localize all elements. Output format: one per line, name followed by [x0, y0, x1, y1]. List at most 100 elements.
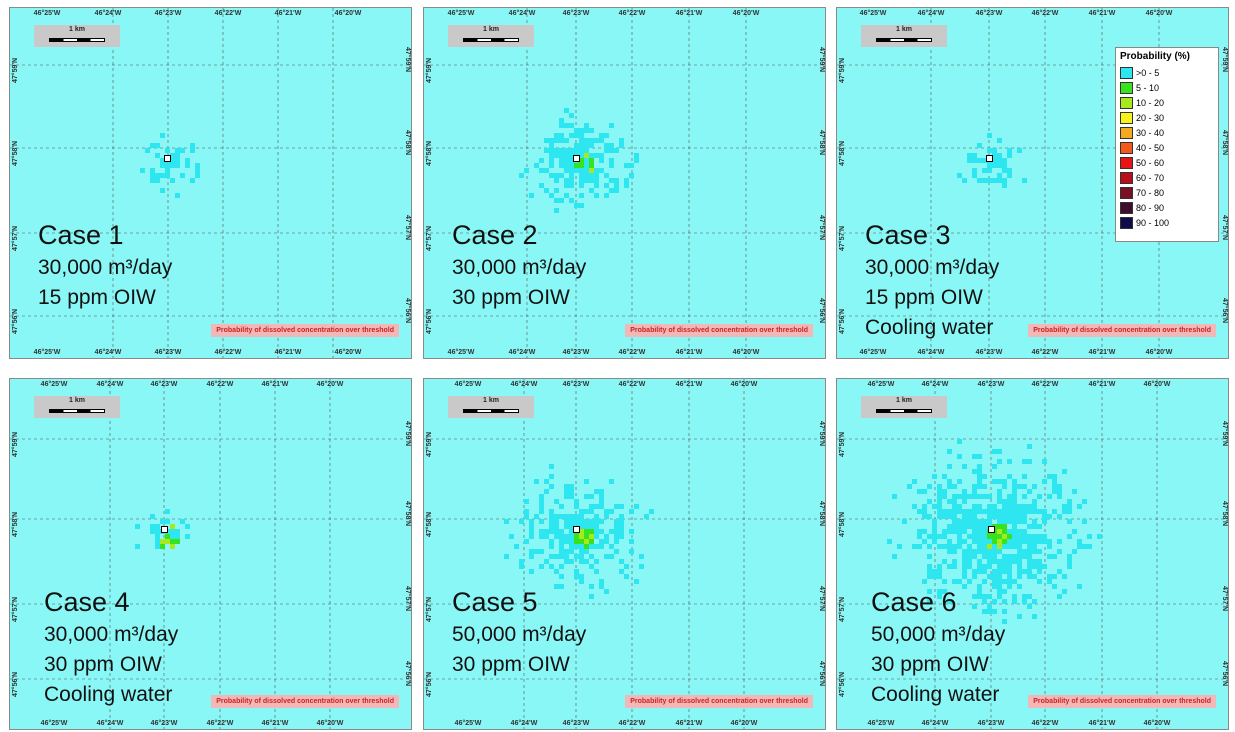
- plume-cell: [982, 178, 987, 183]
- plume-cell: [972, 454, 977, 459]
- map-panel-case-1: 46°25'W 46°25'W 46°24'W 46°24'W 46°23'W 46°23…: [9, 7, 412, 359]
- plume-cell: [977, 559, 982, 564]
- plume-cell: [1037, 539, 1042, 544]
- plume-cell: [609, 123, 614, 128]
- legend-label: 60 - 70: [1136, 172, 1165, 183]
- plume-cell: [594, 504, 599, 509]
- plume-cell: [569, 559, 574, 564]
- plume-cell: [972, 554, 977, 559]
- longitude-label: 46°20'W: [316, 720, 344, 727]
- plume-cell: [609, 148, 614, 153]
- plume-cell: [952, 559, 957, 564]
- plume-cell: [564, 193, 569, 198]
- plume-cell: [1032, 519, 1037, 524]
- plume-cell: [539, 183, 544, 188]
- plume-cell: [977, 589, 982, 594]
- longitude-label: 46°23'W: [975, 10, 1003, 17]
- plume-cell: [634, 579, 639, 584]
- plume-cell: [952, 544, 957, 549]
- plume-cell: [1012, 579, 1017, 584]
- plume-cell: [554, 584, 559, 589]
- plume-cell: [594, 183, 599, 188]
- plume-cell: [150, 524, 155, 529]
- latitude-label: 47°57'N: [404, 586, 411, 612]
- plume-cell: [554, 499, 559, 504]
- plume-cell: [952, 499, 957, 504]
- scale-bar-label: 1 km: [483, 397, 499, 404]
- plume-cell: [180, 173, 185, 178]
- threshold-caption: Probability of dissolved concentration o…: [1028, 695, 1216, 708]
- plume-cell: [599, 539, 604, 544]
- plume-core-cell: [574, 539, 579, 544]
- plume-cell: [604, 539, 609, 544]
- plume-cell: [190, 178, 195, 183]
- plume-cell: [1012, 599, 1017, 604]
- plume-cell: [1067, 564, 1072, 569]
- plume-cell: [599, 158, 604, 163]
- legend-swatch: [1120, 81, 1133, 94]
- plume-core-cell: [1007, 534, 1012, 539]
- plume-cell: [967, 549, 972, 554]
- latitude-label: 47°57'N: [839, 596, 846, 622]
- plume-cell: [574, 514, 579, 519]
- longitude-label: 46°20'W: [730, 720, 758, 727]
- plume-cell: [539, 564, 544, 569]
- plume-cell: [150, 529, 155, 534]
- plume-cell: [1007, 173, 1012, 178]
- plume-cell: [614, 534, 619, 539]
- plume-cell: [957, 439, 962, 444]
- plume-cell: [1002, 579, 1007, 584]
- plume-cell: [952, 504, 957, 509]
- discharge-site-marker: [573, 155, 580, 162]
- plume-cell: [619, 529, 624, 534]
- plume-cell: [942, 579, 947, 584]
- plume-core-cell: [997, 529, 1002, 534]
- plume-cell: [977, 594, 982, 599]
- plume-cell: [1027, 489, 1032, 494]
- plume-cell: [1072, 529, 1077, 534]
- plume-cell: [524, 509, 529, 514]
- plume-cell: [1002, 484, 1007, 489]
- plume-cell: [150, 173, 155, 178]
- plume-cell: [195, 163, 200, 168]
- plume-cell: [952, 484, 957, 489]
- plume-cell: [1027, 554, 1032, 559]
- plume-cell: [1067, 534, 1072, 539]
- plume-cell: [982, 579, 987, 584]
- plume-cell: [977, 524, 982, 529]
- plume-cell: [564, 524, 569, 529]
- plume-core-cell: [170, 544, 175, 549]
- legend-item: 40 - 50: [1120, 140, 1214, 155]
- plume-cell: [579, 559, 584, 564]
- plume-cell: [155, 544, 160, 549]
- plume-cell: [992, 559, 997, 564]
- case-conc: 30 ppm OIW: [452, 286, 570, 309]
- plume-cell: [629, 163, 634, 168]
- plume-cell: [937, 589, 942, 594]
- plume-cell: [992, 464, 997, 469]
- plume-cell: [604, 148, 609, 153]
- legend-item: 80 - 90: [1120, 200, 1214, 215]
- plume-cell: [1022, 529, 1027, 534]
- plume-cell: [1087, 544, 1092, 549]
- plume-cell: [927, 599, 932, 604]
- scale-bar: 1 km: [861, 25, 947, 47]
- plume-cell: [947, 499, 952, 504]
- plume-cell: [942, 489, 947, 494]
- plume-cell: [987, 539, 992, 544]
- plume-cell: [967, 554, 972, 559]
- plume-cell: [170, 529, 175, 534]
- plume-cell: [549, 173, 554, 178]
- plume-cell: [574, 148, 579, 153]
- plume-cell: [1012, 504, 1017, 509]
- plume-cell: [609, 529, 614, 534]
- plume-cell: [947, 599, 952, 604]
- plume-cell: [1002, 559, 1007, 564]
- plume-cell: [982, 544, 987, 549]
- plume-cell: [1012, 519, 1017, 524]
- plume-cell: [1052, 479, 1057, 484]
- plume-cell: [977, 529, 982, 534]
- discharge-site-marker: [161, 526, 168, 533]
- plume-cell: [1012, 524, 1017, 529]
- case-title: Case 1: [38, 220, 124, 250]
